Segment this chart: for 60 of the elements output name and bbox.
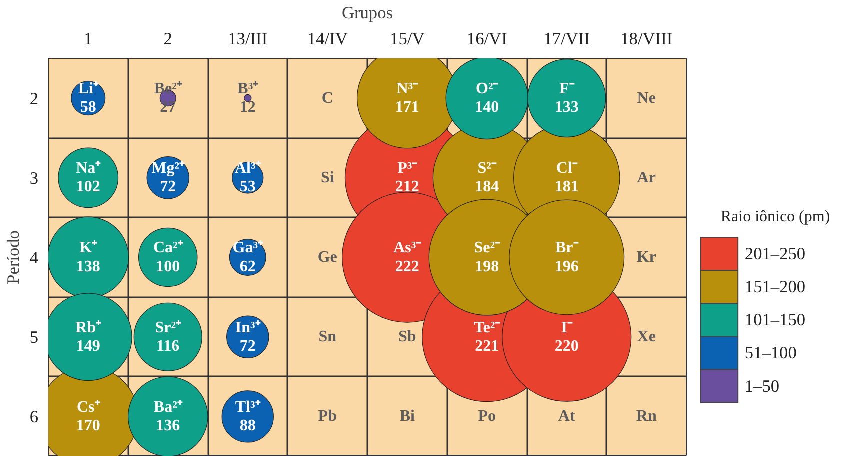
annotation: Bi xyxy=(400,408,416,426)
legend-label: 151–200 xyxy=(744,278,806,297)
annotation: Kr xyxy=(636,249,656,266)
y-tick-label: 6 xyxy=(30,408,39,427)
x-tick-label: 18/VIII xyxy=(620,30,673,48)
annotation: In³⁺ 72 xyxy=(235,319,262,355)
annotation: Mg²⁺ 72 xyxy=(152,160,186,196)
x-tick-label: 15/V xyxy=(390,30,426,48)
annotation: Ge xyxy=(318,249,338,266)
annotation: Si xyxy=(320,169,335,186)
annotation: Br⁻ 196 xyxy=(554,240,580,276)
annotation: Sn xyxy=(318,328,337,346)
annotation: Ba²⁺ 136 xyxy=(154,398,184,435)
annotation: Se²⁻ 198 xyxy=(474,240,502,276)
annotation: Tl³⁺ 88 xyxy=(235,398,262,435)
legend-label: 101–150 xyxy=(744,310,806,330)
annotation: K⁺ 138 xyxy=(76,240,100,276)
annotation: Te²⁻ 221 xyxy=(474,319,502,355)
annotation: At xyxy=(558,408,576,426)
annotation: As³⁻ 222 xyxy=(394,240,422,276)
annotation: Cl⁻ 181 xyxy=(554,160,579,196)
annotation: Rn xyxy=(636,408,657,426)
y-tick-label: 3 xyxy=(30,168,39,188)
annotation: F⁻ 133 xyxy=(554,80,579,116)
x-axis-title: Grupos xyxy=(342,4,394,22)
annotation: Po xyxy=(478,408,496,426)
annotation: Ne xyxy=(637,90,656,107)
y-tick-label: 5 xyxy=(30,328,39,348)
annotation: Pb xyxy=(318,408,338,426)
annotation: Ca²⁺ 100 xyxy=(153,240,184,276)
annotation: Ar xyxy=(637,169,656,186)
annotation: Na⁺ 102 xyxy=(76,160,102,196)
annotation: Xe xyxy=(637,328,656,346)
legend-label: 1–50 xyxy=(744,376,780,396)
y-tick-label: 2 xyxy=(30,89,39,108)
x-tick-label: 17/VII xyxy=(544,30,590,48)
annotation: O²⁻ 140 xyxy=(475,80,500,116)
legend-label: 51–100 xyxy=(744,344,797,363)
annotation: Cs⁺ 170 xyxy=(76,398,101,435)
x-tick-label: 16/VI xyxy=(466,30,508,48)
legend-title: Raio iônico (pm) xyxy=(720,208,830,226)
x-tick-label: 14/IV xyxy=(307,30,348,48)
annotation: I⁻ 220 xyxy=(554,319,579,355)
y-axis-title: Período xyxy=(4,230,23,284)
annotation: Li⁺ 58 xyxy=(78,80,100,116)
x-tick-label: 1 xyxy=(84,30,93,48)
annotation: N³⁻ 171 xyxy=(395,80,420,116)
legend-label: 201–250 xyxy=(744,244,806,264)
annotation: P³⁻ 212 xyxy=(395,160,420,196)
y-tick-label: 4 xyxy=(30,248,39,268)
annotation: B³⁺ 12 xyxy=(238,80,260,116)
annotation: Rb⁺ 149 xyxy=(76,319,102,355)
annotation: C xyxy=(322,90,334,107)
x-tick-label: 13/III xyxy=(228,30,268,48)
annotation: Sb xyxy=(398,328,416,346)
x-tick-label: 2 xyxy=(164,30,172,48)
annotation: Al³⁺ 53 xyxy=(234,160,262,196)
annotation: Ga³⁺ 62 xyxy=(232,240,264,276)
annotation: Sr²⁺ 116 xyxy=(155,319,182,355)
annotation: S²⁻ 184 xyxy=(475,160,500,196)
